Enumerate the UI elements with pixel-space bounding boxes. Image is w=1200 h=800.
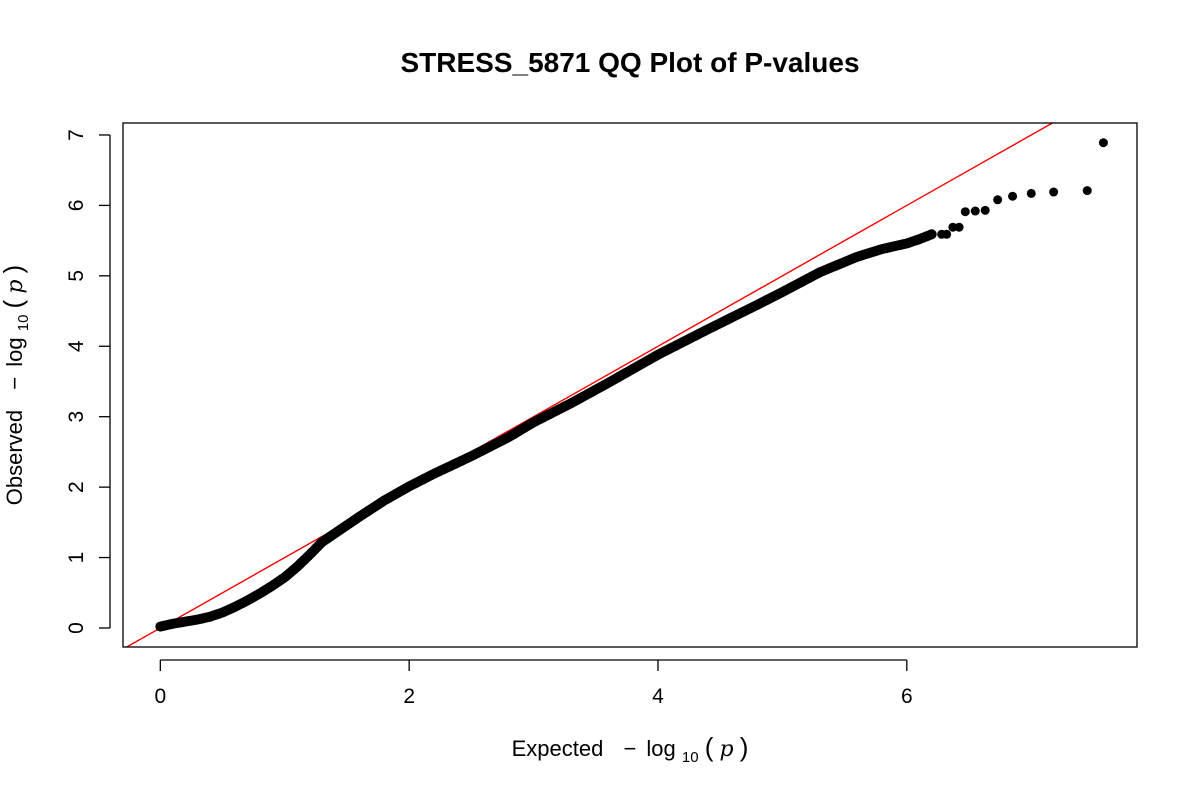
chart-title: STRESS_5871 QQ Plot of P-values: [400, 47, 859, 78]
y-tick-label: 7: [65, 129, 88, 141]
x-tick-label: 0: [154, 685, 166, 708]
y-axis-label-base: 10: [15, 315, 32, 332]
qq-point: [926, 229, 937, 240]
qq-tail-point: [970, 206, 980, 216]
y-axis-label-var: p: [3, 280, 28, 294]
x-tick-label: 6: [901, 685, 913, 708]
qq-tail-point: [1082, 186, 1092, 196]
y-axis: 0 1 2 3 4 5 6 7: [65, 129, 111, 634]
reference-line: [125, 123, 1054, 647]
y-tick-label: 0: [65, 622, 88, 634]
x-axis-label-log: log: [646, 736, 675, 761]
y-axis-label-open: (: [0, 299, 28, 308]
x-axis-label-prefix: Expected: [512, 736, 604, 761]
x-axis-label-open: (: [705, 732, 714, 762]
y-axis-label-log: log: [2, 337, 27, 366]
qq-tail-point: [993, 195, 1003, 205]
qq-tail-point: [1098, 138, 1108, 148]
x-axis-label-minus: −: [623, 736, 636, 761]
qq-tail-point: [1026, 188, 1036, 198]
qq-tail-point: [980, 205, 990, 215]
x-axis-label-base: 10: [682, 749, 699, 766]
plot-frame: [122, 122, 1138, 648]
y-tick-label: 6: [65, 200, 88, 212]
qq-tail-point: [948, 222, 958, 232]
y-axis-label-prefix: Observed: [2, 410, 27, 505]
x-tick-label: 2: [403, 685, 415, 708]
qq-tail-point: [954, 222, 964, 232]
data-points: [155, 138, 1108, 632]
x-axis-label: Expected − log 10 ( p ): [512, 732, 749, 767]
qq-tail-point: [1049, 187, 1059, 197]
y-tick-label: 2: [65, 481, 88, 493]
x-axis: 0 2 4 6: [154, 659, 913, 708]
x-tick-label: 4: [652, 685, 664, 708]
qq-tail-point: [960, 207, 970, 217]
y-tick-label: 5: [65, 270, 88, 282]
qq-tail-point: [1008, 191, 1018, 201]
y-axis-label: Observed − log 10 ( p ): [0, 265, 33, 505]
y-tick-label: 1: [65, 552, 88, 564]
y-tick-label: 3: [65, 411, 88, 423]
x-axis-label-close: ): [740, 732, 749, 762]
x-axis-label-var: p: [720, 737, 734, 762]
y-tick-label: 4: [65, 340, 88, 352]
qq-tail-point: [942, 229, 952, 239]
y-axis-label-minus: −: [2, 377, 27, 390]
y-axis-label-close: ): [0, 265, 28, 274]
